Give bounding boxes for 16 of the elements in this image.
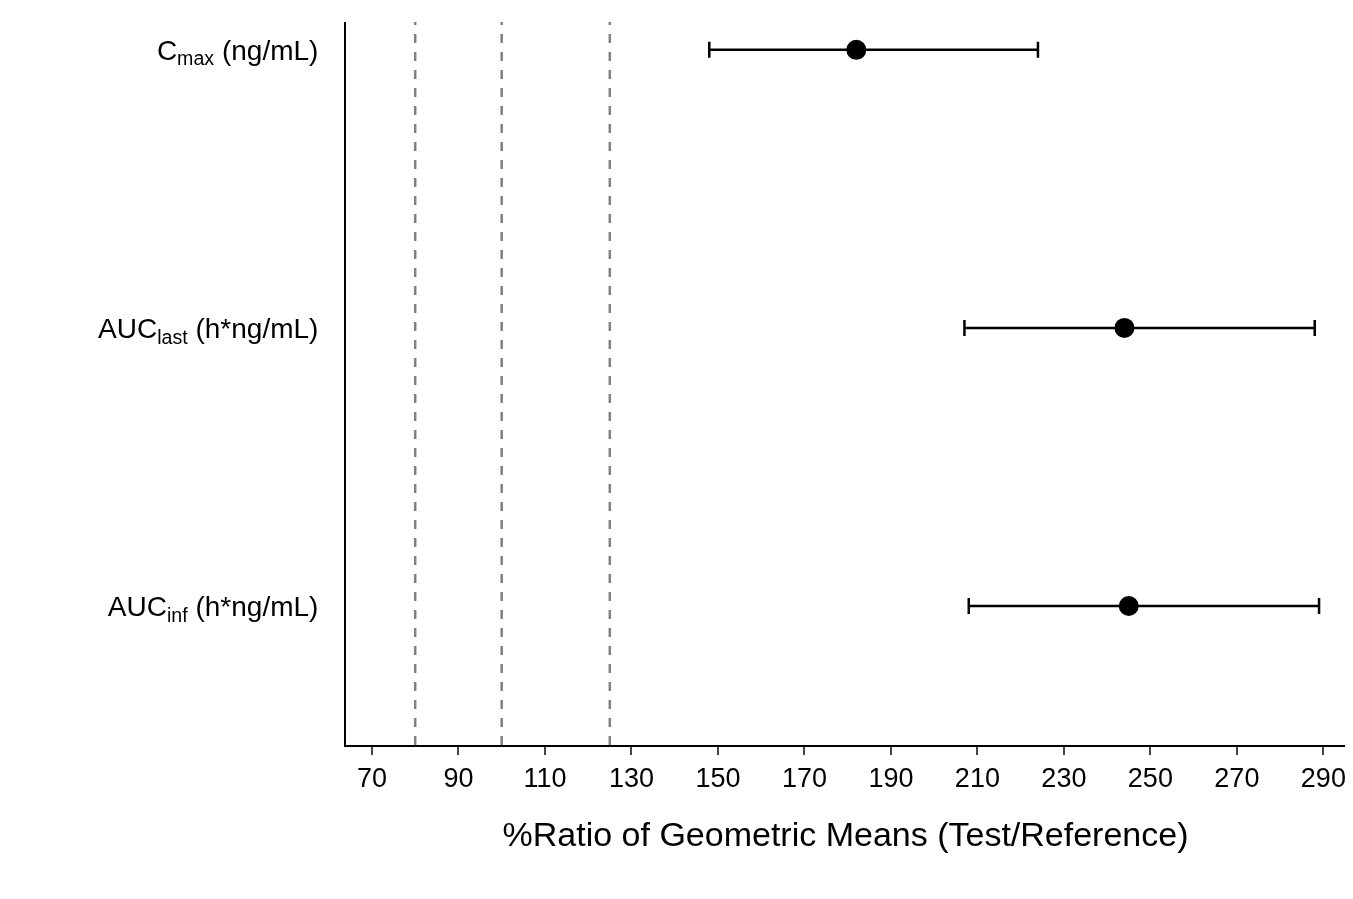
x-tick-label: 150 [695, 763, 741, 794]
x-tick-label: 90 [443, 763, 474, 794]
y-tick-label: C$_{max}$ (ng/mL) [156, 34, 319, 70]
x-axis-title: %Ratio of Geometric Means (Test/Reference) [502, 815, 1189, 854]
x-tick-label: 210 [954, 763, 1000, 794]
x-tick-label: 250 [1127, 763, 1173, 794]
x-tick-label: 170 [781, 763, 827, 794]
x-tick-label: 130 [608, 763, 654, 794]
x-tick-label: 110 [523, 763, 567, 794]
x-tick-label: 290 [1300, 763, 1346, 794]
x-tick-label: 270 [1214, 763, 1260, 794]
x-tick-label: 230 [1041, 763, 1087, 794]
y-tick-label: AUC$_{inf}$ (h*ng/mL) [107, 590, 319, 626]
y-tick-label: AUC$_{last}$ (h*ng/mL) [98, 312, 319, 348]
x-tick-label: 70 [356, 763, 387, 794]
x-tick-label: 190 [868, 763, 914, 794]
